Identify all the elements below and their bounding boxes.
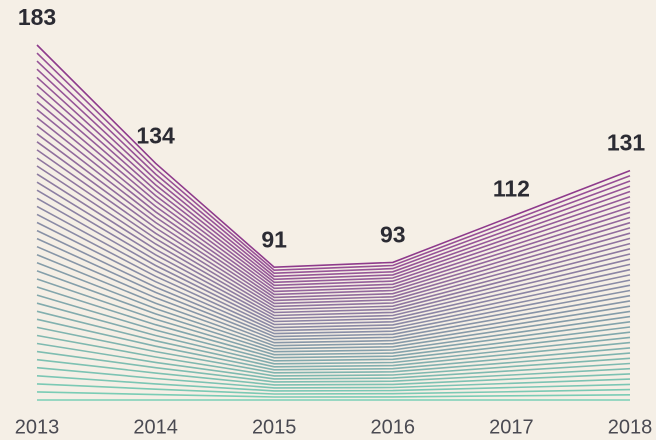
fan-line	[36, 76, 631, 281]
fan-line	[36, 286, 631, 359]
fan-line	[36, 84, 631, 284]
fan-line	[36, 391, 631, 398]
fan-line	[36, 221, 631, 335]
fan-line	[36, 383, 631, 395]
x-tick-label: 2015	[252, 416, 297, 438]
fan-line	[36, 318, 631, 371]
fan-line	[36, 68, 631, 278]
fan-line	[36, 294, 631, 362]
fan-line	[36, 189, 631, 323]
line	[36, 44, 631, 269]
fan-line	[36, 149, 631, 308]
x-tick-label: 2014	[133, 416, 178, 438]
fan-line	[36, 100, 631, 290]
fan-line	[36, 133, 631, 302]
data-label: 93	[380, 221, 406, 247]
fan-line	[36, 116, 631, 296]
x-tick-label: 2017	[489, 416, 534, 438]
fan-line	[36, 278, 631, 356]
fan-line	[36, 254, 631, 347]
fan-line	[36, 173, 631, 317]
fan-line	[36, 358, 631, 386]
data-label: 131	[607, 130, 646, 156]
fan-line	[36, 52, 631, 272]
fan-line	[36, 125, 631, 299]
fan-line	[36, 213, 631, 332]
fan-line	[36, 165, 631, 314]
x-tick-label: 2016	[371, 416, 416, 438]
x-tick-label: 2018	[608, 416, 653, 438]
fan-line	[36, 108, 631, 293]
data-label: 134	[136, 122, 175, 148]
fan-line	[36, 205, 631, 329]
fan-line	[36, 92, 631, 287]
fan-line	[36, 302, 631, 365]
fan-line	[36, 342, 631, 380]
fan-line	[36, 262, 631, 350]
fan-line	[36, 181, 631, 320]
data-label: 91	[261, 226, 287, 252]
fan-line	[36, 197, 631, 326]
data-label: 112	[493, 176, 530, 202]
fan-line	[36, 229, 631, 338]
x-tick-label: 2013	[15, 416, 60, 438]
fan-line	[36, 334, 631, 377]
fan-line	[36, 245, 631, 344]
fan-line	[36, 60, 631, 275]
fan-line	[36, 270, 631, 353]
fan-line	[36, 157, 631, 311]
fan-line	[36, 375, 631, 392]
fan-line	[36, 366, 631, 389]
fan-line	[36, 310, 631, 368]
fan-line	[36, 350, 631, 383]
fan-line	[36, 326, 631, 374]
data-label: 183	[18, 4, 56, 30]
fan-line	[36, 141, 631, 305]
fan-line	[36, 237, 631, 341]
